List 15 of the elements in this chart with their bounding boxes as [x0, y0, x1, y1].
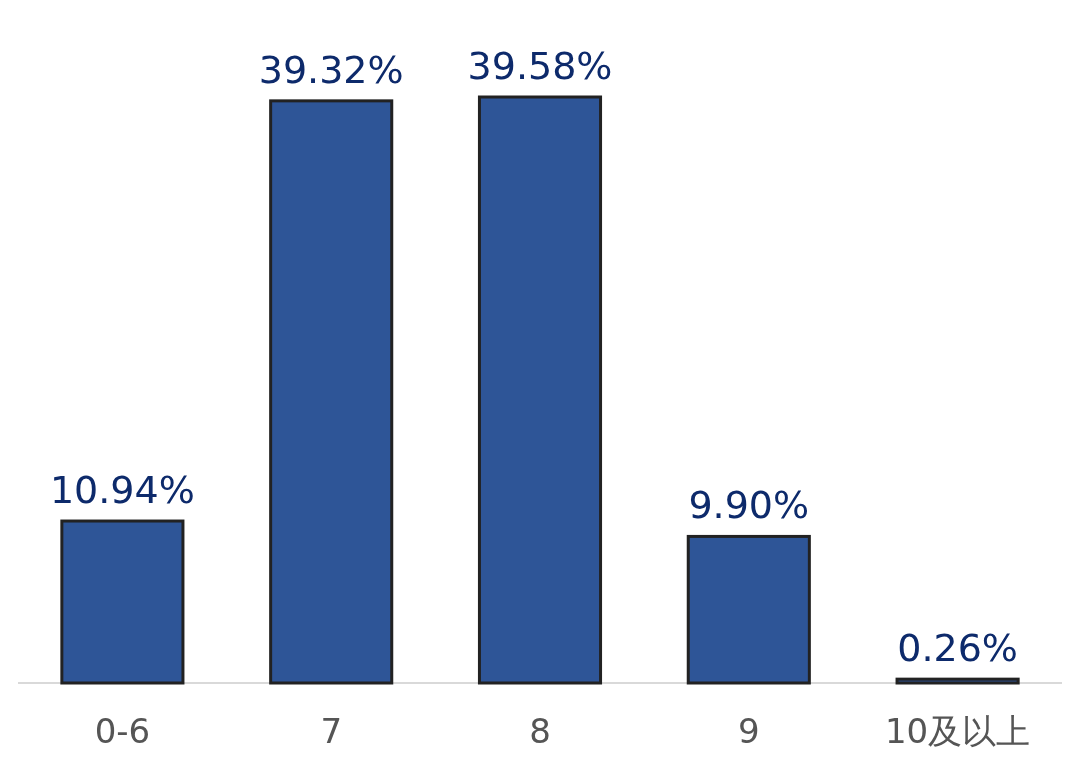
bar	[269, 99, 394, 685]
x-tick-label: 0-6	[94, 711, 151, 751]
data-label: 9.90%	[688, 483, 810, 528]
bar	[60, 519, 185, 685]
bar	[477, 95, 603, 685]
bar	[686, 534, 811, 685]
x-tick-label: 9	[737, 711, 760, 751]
data-label: 39.32%	[258, 47, 404, 92]
data-label: 10.94%	[49, 468, 195, 513]
x-tick-label: 10及以上	[884, 711, 1031, 751]
data-label: 0.26%	[897, 626, 1018, 671]
data-label: 39.58%	[467, 44, 613, 88]
bar	[895, 677, 1020, 685]
x-tick-label: 7	[320, 711, 343, 751]
x-tick-label: 8	[529, 711, 551, 751]
